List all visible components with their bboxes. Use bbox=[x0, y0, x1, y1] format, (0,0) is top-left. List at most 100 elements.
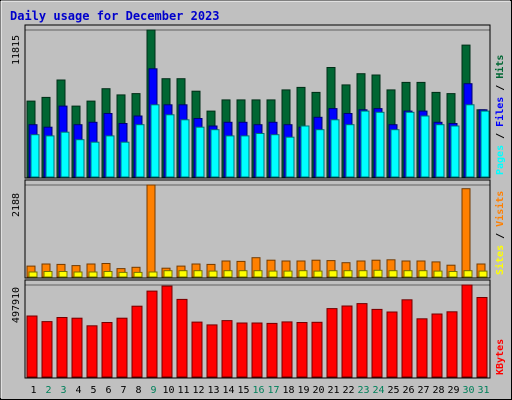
legend-sites: Sites bbox=[494, 245, 506, 275]
bar-pages-day-29 bbox=[450, 125, 460, 178]
chart-title: Daily usage for December 2023 bbox=[10, 9, 220, 23]
panel-middle: 2188 Sites / Visits bbox=[11, 179, 506, 279]
x-tick-label: 18 bbox=[282, 385, 294, 396]
bar-kbytes-day-11 bbox=[176, 298, 188, 378]
x-tick-label: 11 bbox=[177, 385, 189, 396]
x-tick-label: 27 bbox=[417, 385, 429, 396]
bar-kbytes-day-25 bbox=[386, 311, 398, 378]
x-tick-label: 15 bbox=[237, 385, 249, 396]
bar-sites-day-14 bbox=[223, 270, 233, 278]
x-tick-label: 12 bbox=[192, 385, 204, 396]
bar-kbytes-day-4 bbox=[71, 317, 83, 378]
x-tick-label: 25 bbox=[387, 385, 399, 396]
series-sites bbox=[28, 269, 488, 278]
legend-separator: / bbox=[495, 227, 506, 245]
bar-pages-day-7 bbox=[120, 141, 130, 178]
bar-sites-day-25 bbox=[388, 270, 398, 278]
bar-kbytes-day-27 bbox=[416, 318, 428, 378]
bar-kbytes-day-14 bbox=[221, 320, 233, 378]
bar-kbytes-day-6 bbox=[101, 322, 113, 378]
bar-sites-day-4 bbox=[73, 271, 83, 278]
bar-kbytes-day-2 bbox=[41, 321, 53, 378]
bar-kbytes-day-16 bbox=[251, 322, 263, 378]
bar-kbytes-day-17 bbox=[266, 322, 278, 378]
bar-sites-day-23 bbox=[358, 270, 368, 278]
x-tick-label: 16 bbox=[252, 385, 264, 396]
bar-pages-day-30 bbox=[465, 104, 475, 178]
bar-sites-day-6 bbox=[103, 271, 113, 278]
bar-kbytes-day-18 bbox=[281, 321, 293, 378]
bar-pages-day-22 bbox=[345, 124, 355, 178]
x-tick-label: 30 bbox=[462, 385, 474, 396]
bar-pages-day-21 bbox=[330, 119, 340, 178]
x-tick-label: 8 bbox=[135, 385, 141, 396]
x-tick-label: 7 bbox=[120, 385, 126, 396]
bar-kbytes-day-15 bbox=[236, 322, 248, 378]
bar-sites-day-13 bbox=[208, 270, 218, 278]
bar-kbytes-day-22 bbox=[341, 305, 353, 378]
bar-sites-day-27 bbox=[418, 270, 428, 278]
bar-sites-day-20 bbox=[313, 270, 323, 278]
bar-pages-day-28 bbox=[435, 124, 445, 178]
bar-pages-day-20 bbox=[315, 129, 325, 178]
legend-separator: / bbox=[495, 79, 506, 97]
bar-kbytes-day-31 bbox=[476, 297, 488, 378]
x-tick-label: 9 bbox=[150, 385, 156, 396]
bar-kbytes-day-20 bbox=[311, 321, 323, 378]
bar-sites-day-19 bbox=[298, 270, 308, 278]
bar-sites-day-24 bbox=[373, 269, 383, 278]
bar-kbytes-day-30 bbox=[461, 284, 473, 378]
bar-pages-day-6 bbox=[105, 135, 115, 178]
bar-pages-day-31 bbox=[480, 110, 490, 178]
x-tick-label: 23 bbox=[357, 385, 369, 396]
legend-files: Files bbox=[494, 97, 506, 127]
bar-pages-day-2 bbox=[45, 135, 55, 178]
x-tick-label: 19 bbox=[297, 385, 309, 396]
bar-kbytes-day-9 bbox=[146, 290, 158, 378]
bar-pages-day-3 bbox=[60, 131, 70, 178]
bar-pages-day-16 bbox=[255, 133, 265, 178]
bar-kbytes-day-28 bbox=[431, 313, 443, 378]
bar-sites-day-5 bbox=[88, 271, 98, 278]
bar-sites-day-3 bbox=[58, 271, 68, 278]
bar-sites-day-15 bbox=[238, 270, 248, 278]
bar-kbytes-day-24 bbox=[371, 308, 383, 378]
bar-sites-day-31 bbox=[478, 270, 488, 278]
bar-pages-day-18 bbox=[285, 136, 295, 178]
bar-pages-day-13 bbox=[210, 129, 220, 178]
bar-kbytes-day-7 bbox=[116, 317, 128, 378]
bar-pages-day-26 bbox=[405, 111, 415, 178]
bar-kbytes-day-1 bbox=[26, 315, 38, 378]
bar-kbytes-day-19 bbox=[296, 322, 308, 378]
bar-sites-day-1 bbox=[28, 271, 38, 278]
bar-kbytes-day-10 bbox=[161, 285, 173, 378]
bar-kbytes-day-29 bbox=[446, 311, 458, 378]
x-tick-label: 13 bbox=[207, 385, 219, 396]
bar-pages-day-25 bbox=[390, 129, 400, 178]
x-tick-label: 17 bbox=[267, 385, 279, 396]
y-max-label: 2188 bbox=[11, 193, 22, 217]
legend-kbytes: KBytes bbox=[495, 339, 506, 375]
bar-sites-day-10 bbox=[163, 270, 173, 278]
x-tick-label: 3 bbox=[60, 385, 66, 396]
bar-visits-day-30 bbox=[461, 188, 471, 278]
x-tick-label: 31 bbox=[477, 385, 489, 396]
bar-kbytes-day-26 bbox=[401, 299, 413, 378]
y-max-label: 11815 bbox=[11, 35, 22, 65]
bar-sites-day-7 bbox=[118, 271, 128, 278]
series-pages bbox=[30, 104, 490, 178]
x-tick-label: 4 bbox=[75, 385, 81, 396]
bar-kbytes-day-21 bbox=[326, 308, 338, 378]
bar-sites-day-17 bbox=[268, 270, 278, 278]
bar-kbytes-day-13 bbox=[206, 324, 218, 378]
bar-pages-day-5 bbox=[90, 141, 100, 178]
bar-pages-day-10 bbox=[165, 114, 175, 178]
bar-pages-day-4 bbox=[75, 139, 85, 178]
legend-pages: Pages bbox=[495, 145, 506, 175]
panel-bottom: 497910 KBytes bbox=[11, 279, 506, 379]
bar-kbytes-day-12 bbox=[191, 321, 203, 378]
bar-sites-day-11 bbox=[178, 270, 188, 278]
bar-sites-day-8 bbox=[133, 271, 143, 278]
x-tick-label: 28 bbox=[432, 385, 444, 396]
